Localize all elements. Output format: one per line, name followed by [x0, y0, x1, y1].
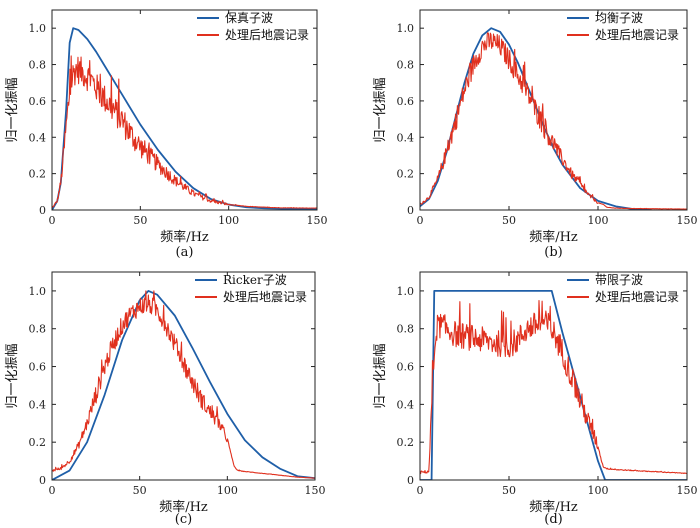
y-tick-label: 0.4: [29, 398, 47, 411]
x-tick-label: 50: [133, 484, 147, 497]
axes-frame: [51, 271, 316, 481]
x-axis-label: 频率/Hz: [159, 499, 208, 515]
y-tick-label: 1.0: [397, 22, 415, 35]
x-tick-label: 0: [417, 214, 424, 227]
chart-panel-c: 0 50 100 150 0 0.2 0.4 0.6 0.8 1.0 频率/Hz 归一化振幅 (c) Ri…: [5, 271, 326, 527]
panel-caption: (c): [175, 512, 192, 527]
x-tick-label: 150: [305, 484, 326, 497]
y-tick-label: 1.0: [29, 22, 47, 35]
y-tick-label: 0.4: [29, 131, 47, 144]
chart-panel-a: 0 50 100 150 0 0.2 0.4 0.6 0.8 1.0 频率/Hz 归一化振幅 (a) 保真…: [5, 9, 328, 260]
panel-caption: (d): [544, 512, 562, 527]
x-tick-label: 100: [588, 214, 609, 227]
y-tick-label: 1.0: [29, 285, 47, 298]
legend-label: 均衡子波: [595, 11, 643, 25]
legend-label: Ricker子波: [223, 273, 287, 287]
x-tick-label: 100: [218, 214, 239, 227]
y-tick-label: 0.2: [397, 436, 415, 449]
y-tick-label: 0.6: [397, 95, 415, 108]
x-tick-label: 150: [307, 214, 328, 227]
y-tick-label: 0.8: [397, 323, 415, 336]
y-axis-label: 归一化振幅: [373, 77, 388, 142]
y-tick-label: 0.4: [397, 398, 415, 411]
x-tick-label: 0: [49, 484, 56, 497]
legend-label: 处理后地震记录: [595, 28, 679, 42]
series-line-processed-record: [420, 300, 687, 475]
x-tick-label: 50: [502, 484, 516, 497]
y-tick-label: 0: [39, 204, 46, 217]
series-line-processed-record: [52, 55, 317, 209]
x-tick-label: 100: [217, 484, 238, 497]
series-line-wavelet: [52, 27, 317, 210]
y-tick-label: 0: [407, 474, 414, 487]
x-tick-label: 0: [417, 484, 424, 497]
y-axis-label: 归一化振幅: [5, 343, 20, 408]
axes-frame: [419, 271, 688, 481]
panel-caption: (b): [544, 245, 562, 260]
legend-label: 处理后地震记录: [595, 290, 679, 304]
legend-label: 处理后地震记录: [225, 28, 309, 42]
chart-panel-b: 0 50 100 150 0 0.2 0.4 0.6 0.8 1.0 频率/Hz 归一化振幅 (b) 均衡…: [373, 9, 698, 260]
x-axis-label: 频率/Hz: [529, 229, 578, 245]
y-axis-label: 归一化振幅: [5, 77, 20, 142]
y-tick-label: 0: [39, 474, 46, 487]
y-tick-label: 0.6: [29, 361, 47, 374]
y-tick-label: 0.2: [397, 168, 415, 181]
legend-label: 处理后地震记录: [223, 290, 307, 304]
y-tick-label: 0.8: [29, 323, 47, 336]
y-tick-label: 0.8: [29, 59, 47, 72]
x-tick-label: 150: [677, 214, 698, 227]
legend-label: 保真子波: [225, 11, 273, 25]
y-tick-label: 0.8: [397, 59, 415, 72]
y-tick-label: 0: [407, 204, 414, 217]
x-tick-label: 50: [502, 214, 516, 227]
y-tick-label: 0.2: [29, 168, 47, 181]
x-axis-label: 频率/Hz: [160, 229, 209, 245]
series-line-processed-record: [52, 290, 315, 479]
y-tick-label: 0.2: [29, 436, 47, 449]
y-tick-label: 1.0: [397, 285, 415, 298]
y-tick-label: 0.6: [397, 361, 415, 374]
y-axis-label: 归一化振幅: [373, 343, 388, 408]
y-tick-label: 0.6: [29, 95, 47, 108]
x-tick-label: 150: [677, 484, 698, 497]
series-line-processed-record: [420, 32, 687, 210]
series-line-wavelet: [420, 290, 687, 480]
chart-panel-d: 0 50 100 150 0 0.2 0.4 0.6 0.8 1.0 频率/Hz 归一化振幅 (d) 带限…: [373, 271, 698, 527]
panel-caption: (a): [176, 245, 194, 260]
x-tick-label: 50: [133, 214, 147, 227]
y-tick-label: 0.4: [397, 131, 415, 144]
legend-label: 带限子波: [595, 273, 643, 287]
series-line-wavelet: [420, 27, 652, 210]
x-tick-label: 100: [588, 484, 609, 497]
x-tick-label: 0: [49, 214, 56, 227]
axes-frame: [51, 9, 318, 211]
series-line-wavelet: [52, 290, 315, 480]
x-axis-label: 频率/Hz: [529, 499, 578, 515]
axes-frame: [419, 9, 688, 211]
